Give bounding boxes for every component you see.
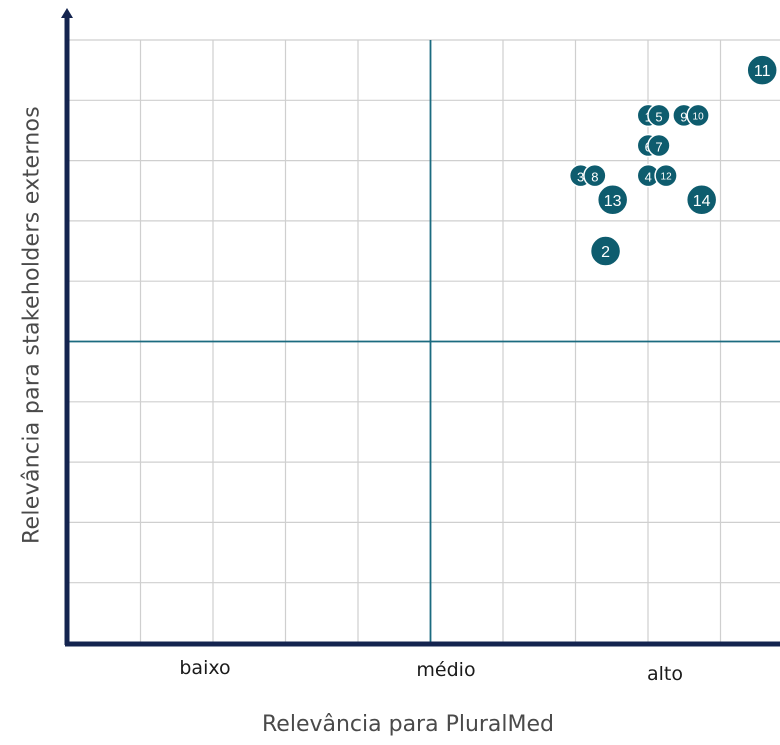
x-axis-label: Relevância para PluralMed xyxy=(261,712,555,737)
data-point-2: 2 xyxy=(589,235,622,267)
point-label: 4 xyxy=(645,170,652,185)
point-label: 8 xyxy=(591,170,598,185)
point-marker xyxy=(589,235,622,267)
point-label: 14 xyxy=(693,193,711,210)
y-axis-label: Relevância para stakeholders externos xyxy=(19,105,45,545)
point-label: 12 xyxy=(661,172,673,183)
data-point-13: 13 xyxy=(596,184,629,216)
data-point-14: 14 xyxy=(685,184,718,216)
quadrant-dividers xyxy=(68,40,780,643)
point-marker xyxy=(583,163,607,188)
data-points: 1115910673841213142 xyxy=(568,54,778,267)
point-label: 2 xyxy=(601,244,610,261)
point-label: 7 xyxy=(655,140,662,155)
point-label: 10 xyxy=(693,111,705,122)
data-point-10: 10 xyxy=(686,103,710,128)
data-point-5: 5 xyxy=(647,103,671,128)
data-point-12: 12 xyxy=(654,163,678,188)
point-marker xyxy=(596,184,629,216)
point-marker xyxy=(685,184,718,216)
data-point-7: 7 xyxy=(647,133,671,158)
data-point-11: 11 xyxy=(746,54,778,86)
point-label: 13 xyxy=(604,193,622,210)
point-label: 3 xyxy=(577,170,584,185)
x-category-high: alto xyxy=(647,663,683,685)
point-label: 9 xyxy=(680,109,687,124)
point-marker xyxy=(746,54,778,86)
point-label: 11 xyxy=(754,63,771,80)
x-category-medium: médio xyxy=(416,659,476,681)
point-marker xyxy=(647,103,671,128)
point-label: 5 xyxy=(655,109,662,124)
point-marker xyxy=(654,163,678,188)
y-axis-arrow-icon xyxy=(61,8,73,18)
point-marker xyxy=(647,133,671,158)
data-point-8: 8 xyxy=(583,163,607,188)
x-category-low: baixo xyxy=(179,657,231,679)
grid xyxy=(68,39,780,643)
axes xyxy=(61,8,780,647)
point-marker xyxy=(686,103,710,128)
